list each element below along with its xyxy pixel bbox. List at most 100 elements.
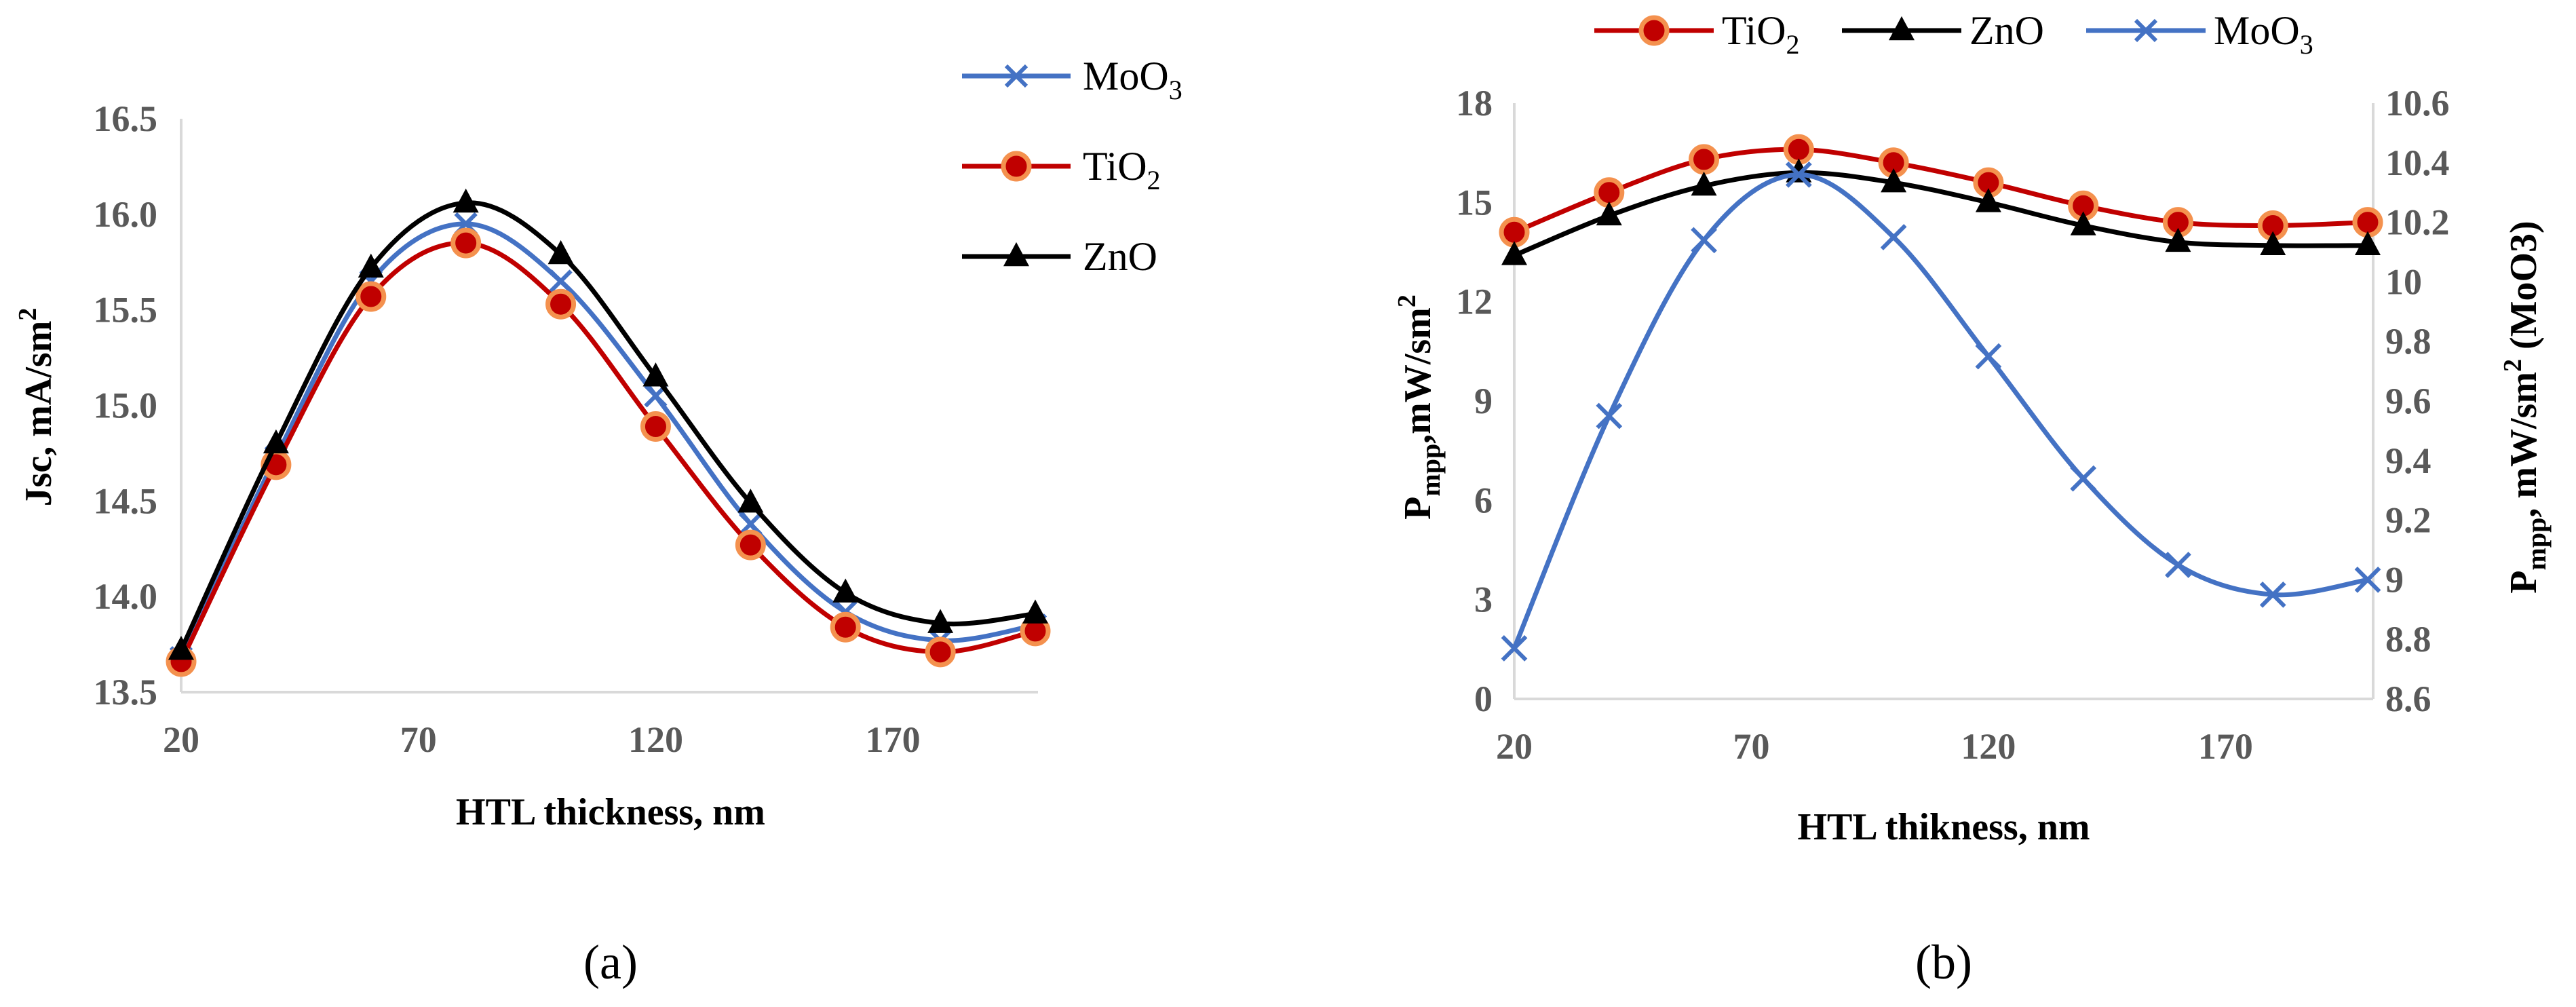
chart-b-point-zno: [2165, 227, 2191, 252]
chart-a-line-tio2: [178, 240, 1036, 663]
legend-marker: [1003, 242, 1029, 267]
chart-b-y-tick-label: 0: [1474, 679, 1493, 719]
chart-b-point-moo3: [2354, 567, 2381, 593]
chart-b-series-zno: [1501, 158, 2381, 265]
chart-b-legend-item-moo3: MoO3: [2086, 8, 2313, 60]
chart-b-y-tick-label: 15: [1456, 182, 1493, 223]
legend-marker: [1001, 151, 1032, 182]
chart-a-point-zno: [832, 578, 859, 603]
chart-a-point-moo3: [549, 269, 573, 293]
chart-a-x-tick-label: 120: [628, 719, 683, 760]
chart-a-point-tio2: [830, 611, 861, 643]
chart-b-x-tick-label: 70: [1733, 726, 1769, 767]
chart-b-y2-tick-label: 9: [2385, 559, 2404, 600]
chart-a-y-axis-title: Jsc, mA/sm2: [14, 308, 60, 507]
chart-a-y-tick-label: 14.0: [94, 576, 158, 617]
chart-b-point-moo3: [2259, 581, 2286, 608]
chart-b-point-moo3: [1691, 227, 1717, 254]
panel-label-b: (b): [1915, 935, 1972, 989]
chart-a-point-zno: [168, 635, 194, 660]
chart-a-point-zno: [453, 188, 479, 213]
chart-b-point-moo3: [1596, 402, 1623, 430]
chart-b-y2-tick-label: 9.8: [2385, 321, 2431, 362]
chart-a-point-tio2: [355, 281, 387, 312]
chart-a-series-zno: [168, 188, 1048, 660]
chart-b-legend-item-tio2: TiO2: [1594, 8, 1800, 60]
chart-b-y2-tick-label: 9.2: [2385, 500, 2431, 541]
chart-a-point-zno: [927, 609, 954, 633]
chart-a-x-tick-label: 70: [400, 719, 437, 760]
chart-a-point-zno: [1022, 599, 1048, 624]
chart-b-y2-tick-label: 8.8: [2385, 619, 2431, 660]
chart-b-x-tick-label: 120: [1961, 726, 2016, 767]
chart-a-y-tick-label: 15.0: [94, 385, 158, 426]
chart-a-point-tio2: [450, 227, 482, 259]
chart-a-point-zno: [642, 362, 669, 387]
chart-a-legend-label: ZnO: [1083, 234, 1157, 279]
chart-b-y-tick-label: 12: [1456, 282, 1493, 322]
panel-label-a: (a): [583, 935, 638, 989]
chart-a-y-tick-label: 16.5: [94, 98, 158, 139]
chart-b-y2-tick-label: 10: [2385, 261, 2422, 302]
legend-marker: [1889, 16, 1915, 41]
chart-a-point-tio2: [640, 411, 671, 442]
chart-a-point-zno: [263, 429, 289, 454]
chart-b-point-zno: [2355, 231, 2381, 256]
legend-marker: [1004, 64, 1029, 88]
chart-a-legend-item-zno: ZnO: [962, 234, 1157, 279]
chart-b-point-zno: [1881, 168, 1907, 193]
chart-b-point-tio2: [1689, 144, 1720, 175]
chart-b-point-zno: [1501, 241, 1527, 265]
chart-b-y-tick-label: 18: [1456, 83, 1493, 124]
chart-a-point-tio2: [925, 636, 956, 668]
chart-a-series-moo3: [169, 212, 1047, 670]
chart-a-point-tio2: [545, 288, 577, 320]
chart-a-line-zno: [178, 200, 1036, 651]
chart-a-y-tick-label: 16.0: [94, 194, 158, 235]
chart-b-y2-tick-label: 8.6: [2385, 679, 2431, 719]
chart-a-legend: MoO3 TiO2 ZnO: [962, 54, 1183, 279]
chart-a-point-moo3: [739, 512, 763, 536]
legend-marker: [2134, 18, 2158, 43]
chart-b-point-moo3: [1501, 634, 1528, 662]
chart-a-legend-item-tio2: TiO2: [962, 144, 1161, 195]
chart-b-y2-tick-label: 10.6: [2385, 83, 2450, 124]
chart-b-x-tick-label: 20: [1496, 726, 1533, 767]
chart-b-series-moo3: [1501, 161, 2381, 662]
chart-b-y2-tick-label: 9.6: [2385, 381, 2431, 421]
chart-a-legend-label: TiO2: [1083, 144, 1161, 195]
chart-a-y-tick-label: 14.5: [94, 480, 158, 521]
chart-b-y2-axis-title: Pmpp, mW/sm2 (MoO3): [2499, 221, 2552, 593]
chart-b-point-moo3: [1785, 161, 1812, 188]
chart-b-point-zno: [2070, 211, 2096, 235]
chart-b-line-zno: [1513, 170, 2368, 258]
chart-b-line-moo3: [1512, 172, 2368, 649]
chart-b-y2-tick-label: 10.2: [2385, 202, 2450, 243]
chart-a-legend-label: MoO3: [1083, 54, 1183, 105]
chart-a: 13.514.014.515.015.516.016.5 20 70 120 170 …: [14, 54, 1183, 989]
chart-b-point-zno: [1691, 171, 1717, 196]
chart-b-y2-tick-label: 9.4: [2385, 440, 2431, 481]
chart-a-legend-item-moo3: MoO3: [962, 54, 1183, 105]
chart-b-y-tick-label: 9: [1474, 381, 1493, 421]
chart-b-y-axis-title: Pmpp,mW/sm2: [1393, 294, 1446, 520]
chart-b-point-moo3: [2070, 465, 2097, 492]
chart-b-legend-label: ZnO: [1969, 8, 2044, 53]
chart-b-x-tick-label: 170: [2198, 726, 2253, 767]
chart-a-y-tick-label: 13.5: [94, 672, 158, 712]
chart-b-point-zno: [1596, 201, 1622, 226]
chart-b-line-tio2: [1513, 147, 2368, 235]
chart-a-point-tio2: [735, 529, 766, 560]
chart-a-point-zno: [547, 240, 574, 265]
legend-marker: [1638, 15, 1670, 46]
chart-a-series-tio2: [166, 227, 1051, 677]
chart-a-x-axis-title: HTL thickness, nm: [456, 791, 765, 833]
chart-a-y-tick-label: 15.5: [94, 290, 158, 330]
chart-b-legend-label: TiO2: [1722, 8, 1800, 60]
chart-a-x-tick-label: 20: [163, 719, 199, 760]
chart-b-point-moo3: [2165, 552, 2191, 578]
chart-b-point-moo3: [1975, 343, 2002, 370]
chart-b: 0 3 6 9 12 15 18 8.6 8.8 9 9.2 9.4 9.6 9.8 10 10.2 10.4…: [1393, 8, 2552, 989]
chart-b-legend: TiO2 ZnO MoO3: [1594, 8, 2313, 60]
chart-a-point-zno: [358, 253, 384, 278]
